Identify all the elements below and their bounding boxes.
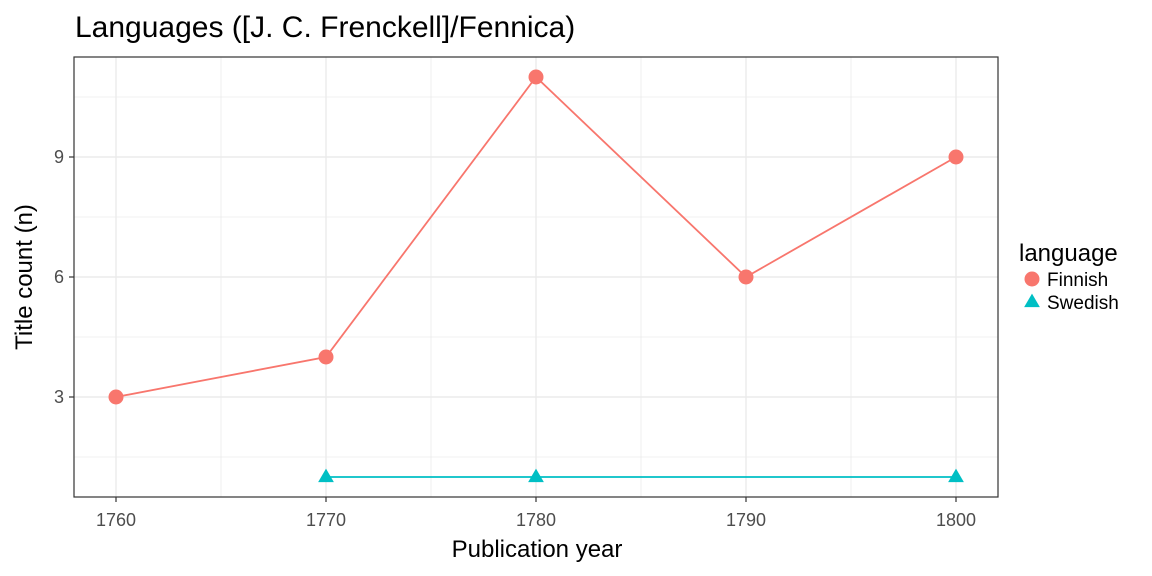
y-axis: 3 6 9 (54, 147, 74, 407)
data-point (948, 468, 964, 483)
y-axis-title: Title count (n) (11, 204, 38, 350)
legend-item: Finnish (1024, 270, 1108, 291)
x-tick-label: 1780 (516, 510, 556, 530)
legend-title: language (1019, 240, 1118, 267)
data-point (528, 69, 544, 85)
y-tick-label: 6 (54, 267, 64, 287)
data-point (318, 349, 334, 365)
plot-grid (74, 57, 998, 497)
x-tick-label: 1760 (96, 510, 136, 530)
series-finnish (108, 69, 964, 405)
legend-label: Swedish (1047, 293, 1119, 314)
series-swedish (318, 468, 964, 483)
data-point (738, 269, 754, 285)
x-tick-label: 1770 (306, 510, 346, 530)
y-tick-label: 3 (54, 387, 64, 407)
data-point (318, 468, 334, 483)
x-tick-label: 1800 (936, 510, 976, 530)
legend-label: Finnish (1047, 270, 1108, 291)
y-tick-label: 9 (54, 147, 64, 167)
x-axis: 1760 1770 1780 1790 1800 (96, 497, 976, 530)
legend-key (1024, 293, 1040, 308)
data-point (528, 468, 544, 483)
chart-title: Languages ([J. C. Frenckell]/Fennica) (75, 11, 575, 44)
x-axis-title: Publication year (452, 536, 623, 563)
data-point (108, 389, 124, 405)
x-tick-label: 1790 (726, 510, 766, 530)
legend-key (1024, 271, 1040, 287)
data-point (948, 149, 964, 165)
series-layer (108, 69, 964, 483)
legend-item: Swedish (1024, 293, 1119, 314)
